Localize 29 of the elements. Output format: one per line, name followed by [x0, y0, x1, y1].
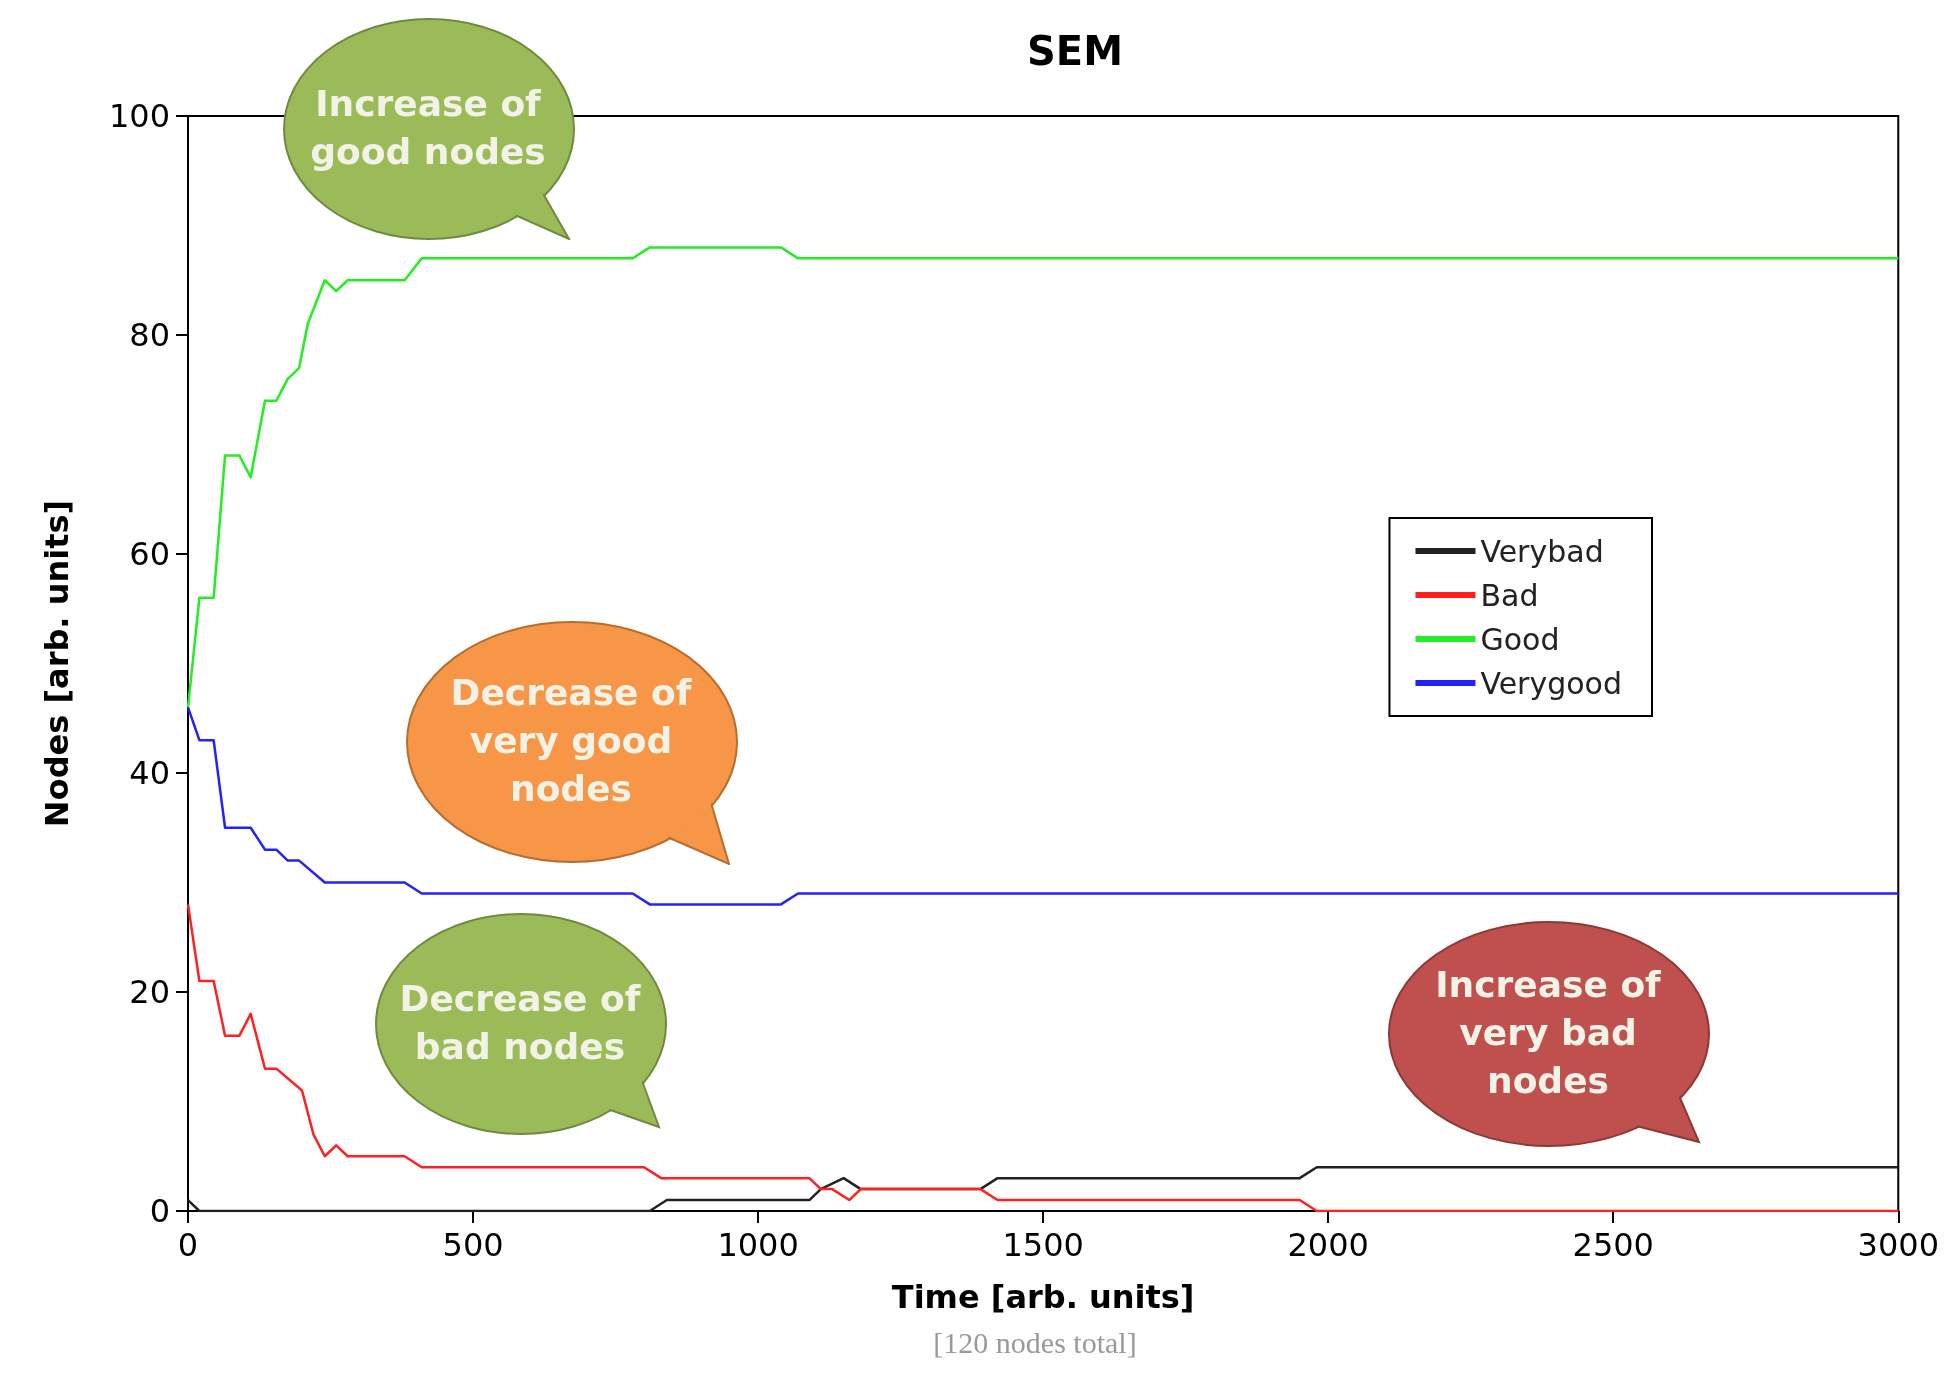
- y-tick-label: 60: [129, 535, 170, 573]
- x-tick-label: 500: [442, 1226, 504, 1264]
- line-series: [186, 1165, 1900, 1213]
- x-tick-label: 2000: [1287, 1226, 1369, 1264]
- annotation: Decrease of very good nodes: [449, 671, 693, 811]
- x-tick-label: 1500: [1002, 1226, 1084, 1264]
- annotation: Decrease of bad nodes: [398, 977, 642, 1069]
- y-axis-title: Nodes [arb. units]: [38, 499, 76, 828]
- x-tick-label: 3000: [1857, 1226, 1939, 1264]
- y-tick-label: 20: [129, 973, 170, 1011]
- line-series: [186, 246, 1900, 709]
- text: [120 nodes total]: [932, 1326, 1138, 1360]
- annotation: Increase of very bad nodes: [1434, 963, 1662, 1103]
- y-tick-label: 40: [129, 754, 170, 792]
- x-axis-title: Time [arb. units]: [891, 1278, 1195, 1316]
- legend-label: Bad: [1480, 577, 1539, 613]
- y-tick-label: 100: [108, 97, 170, 135]
- y-tick-label: 0: [149, 1192, 170, 1230]
- annotation: Increase of good nodes: [309, 82, 547, 174]
- legend-label: Verygood: [1480, 665, 1623, 701]
- legend-label: Verybad: [1480, 533, 1604, 569]
- x-tick-label: 1000: [717, 1226, 799, 1264]
- legend-label: Good: [1480, 621, 1560, 657]
- x-tick-label: 0: [177, 1226, 199, 1264]
- y-tick-label: 80: [129, 316, 170, 354]
- chart-title: SEM: [1027, 28, 1123, 74]
- line-series: [186, 903, 1900, 1213]
- x-tick-label: 2500: [1572, 1226, 1654, 1264]
- line-series: [186, 706, 1900, 906]
